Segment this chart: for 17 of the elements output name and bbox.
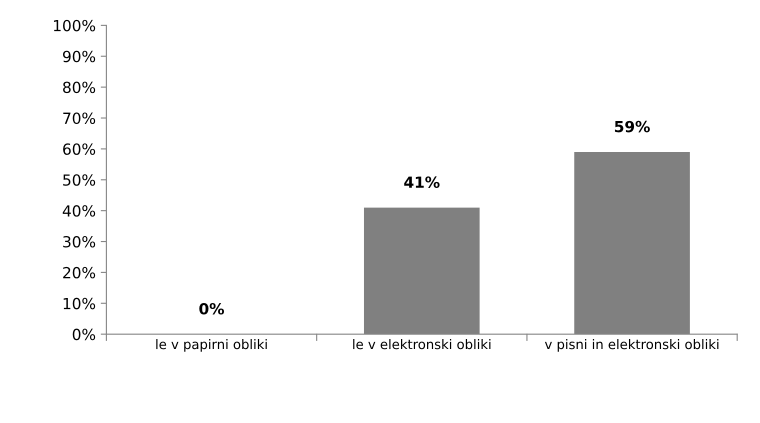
- x-tick-label: v pisni in elektronski obliki: [544, 339, 718, 352]
- y-tick-label: 40%: [62, 205, 96, 217]
- y-tick-label: 0%: [72, 328, 96, 340]
- y-tick-label: 80%: [63, 82, 96, 94]
- y-tick-label: 10%: [64, 298, 96, 310]
- y-tick-label: 20%: [63, 266, 96, 278]
- x-tick-label: le v papirni obliki: [156, 339, 267, 352]
- y-tick-label: 30%: [63, 236, 96, 248]
- y-tick-label: 100%: [54, 20, 96, 32]
- y-tick-label: 90%: [62, 50, 96, 62]
- data-label: 59%: [614, 120, 650, 132]
- y-tick-label: 70%: [63, 112, 96, 124]
- data-label: 41%: [404, 176, 440, 188]
- data-label: 0%: [199, 302, 224, 315]
- y-tick-label: 60%: [63, 143, 96, 155]
- x-tick-label: le v elektronski obliki: [353, 339, 490, 350]
- y-tick-label: 50%: [63, 174, 96, 186]
